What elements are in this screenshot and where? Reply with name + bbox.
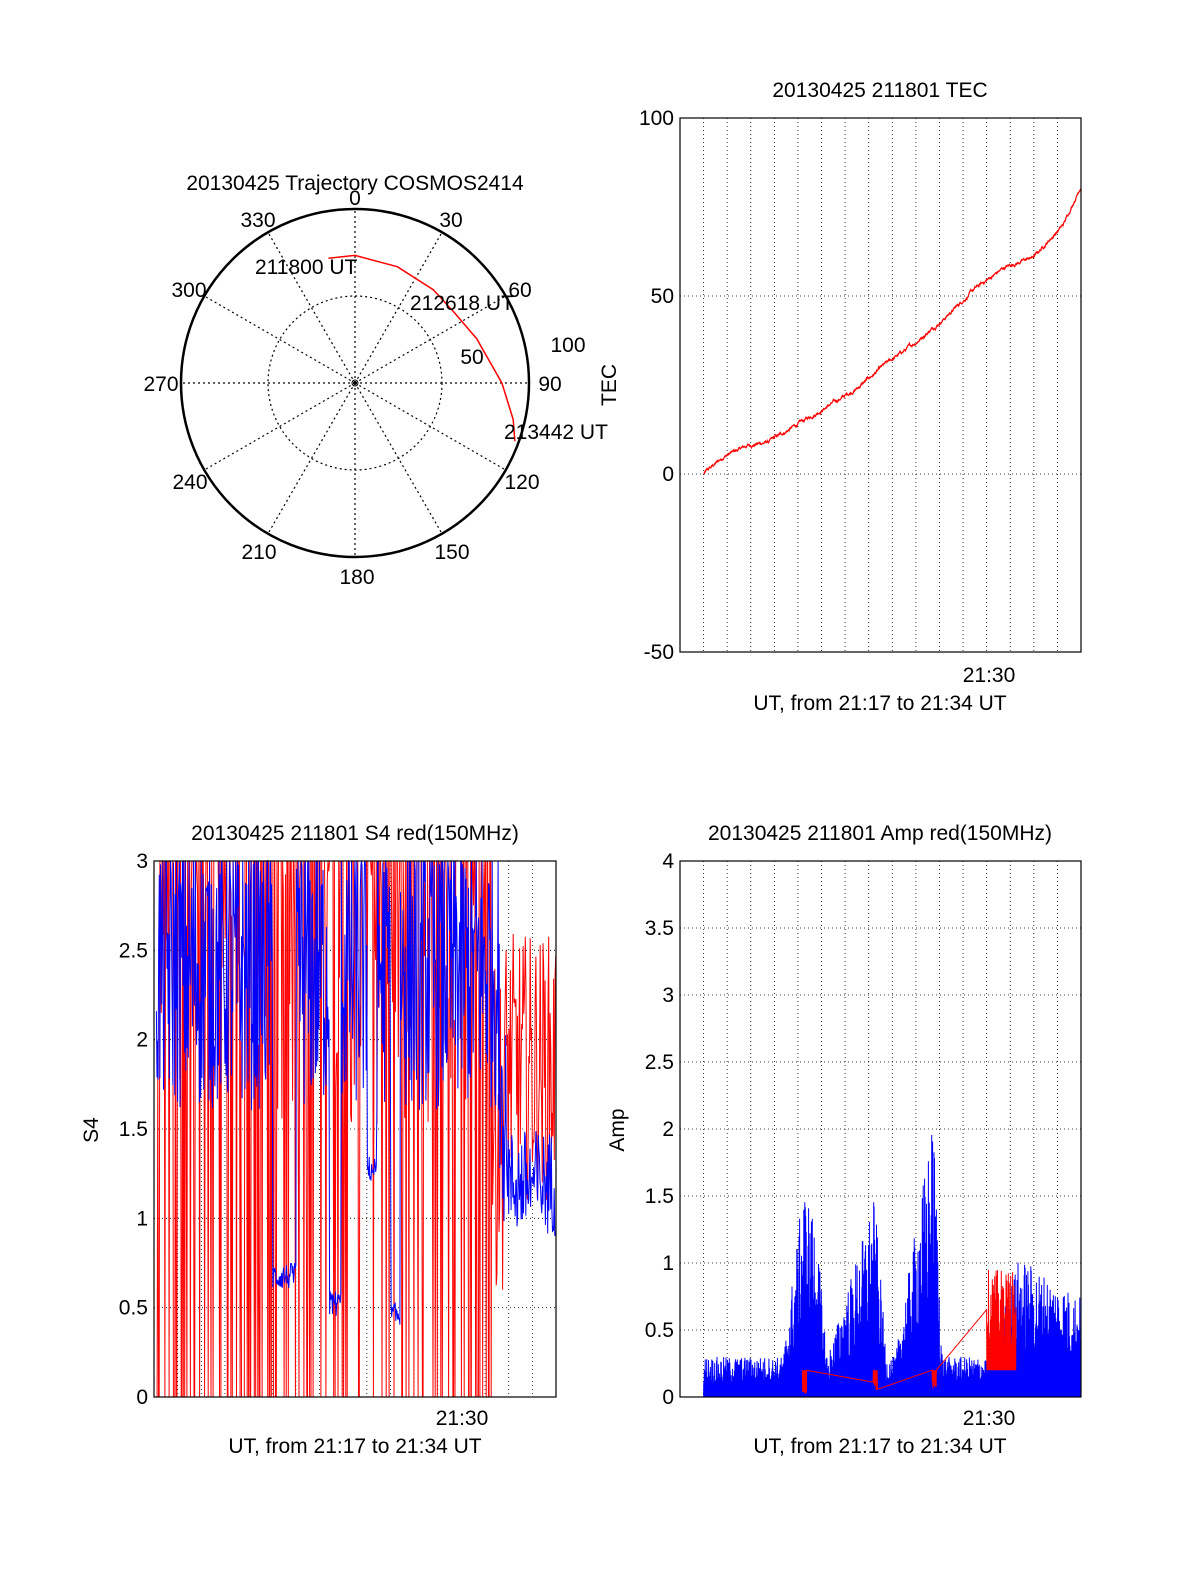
polar-angle-label: 300 — [171, 279, 206, 302]
polar-angle-labels: 0 30 60 90 120 150 180 210 240 270 300 330 — [143, 187, 561, 589]
tec-y-tick-label: -50 — [644, 641, 674, 664]
tec-title: 20130425 211801 TEC — [772, 79, 987, 102]
amp-chart: 20130425 211801 Amp red(150MHz) 0 0.5 1 1.5… — [606, 822, 1082, 1458]
s4-y-tick-label: 1 — [136, 1207, 148, 1230]
polar-spoke — [354, 295, 506, 384]
amp-y-tick-label: 3.5 — [645, 917, 674, 940]
amp-y-axis-label: Amp — [606, 1108, 629, 1151]
tec-series-line — [703, 188, 1082, 475]
trajectory-label-end: 213442 UT — [504, 421, 608, 444]
s4-blue-series — [155, 859, 557, 1325]
trajectory-label-mid: 212618 UT — [410, 292, 514, 315]
polar-angle-label: 270 — [143, 373, 178, 396]
tec-chart: 20130425 211801 TEC -50 0 50 100 21:30 UT, … — [639, 79, 1082, 715]
s4-y-tick-label: 0.5 — [119, 1297, 148, 1320]
tec-x-tick-label: 21:30 — [963, 664, 1016, 687]
polar-axis-label: TEC — [598, 364, 621, 406]
amp-y-tick-label: 3 — [662, 984, 674, 1007]
polar-chart: 20130425 Trajectory COSMOS2414 0 30 60 90 12… — [143, 172, 621, 589]
polar-title: 20130425 Trajectory COSMOS2414 — [186, 172, 524, 195]
tec-y-tick-labels: -50 0 50 100 — [639, 107, 674, 664]
polar-angle-label: 0 — [349, 187, 361, 210]
s4-title: 20130425 211801 S4 red(150MHz) — [191, 822, 519, 845]
polar-angle-label: 150 — [434, 541, 469, 564]
s4-y-tick-labels: 0 0.5 1 1.5 2 2.5 3 — [119, 850, 148, 1409]
amp-y-tick-label: 1.5 — [645, 1185, 674, 1208]
polar-angle-label: 210 — [241, 541, 276, 564]
polar-spoke — [204, 295, 356, 384]
amp-plot-frame — [679, 860, 1082, 1398]
amp-y-tick-label: 4 — [662, 850, 674, 873]
tec-y-tick-label: 50 — [651, 285, 674, 308]
s4-y-tick-label: 1.5 — [119, 1118, 148, 1141]
amp-y-tick-label: 0.5 — [645, 1319, 674, 1342]
s4-y-tick-label: 0 — [136, 1386, 148, 1409]
s4-x-axis-label: UT, from 21:17 to 21:34 UT — [228, 1435, 481, 1458]
amp-y-tick-label: 0 — [662, 1386, 674, 1409]
polar-spoke — [204, 382, 356, 471]
amp-y-tick-label: 1 — [662, 1252, 674, 1275]
amp-x-tick-label: 21:30 — [963, 1407, 1016, 1430]
polar-radius-label-100: 100 — [550, 334, 585, 357]
amp-red-series — [801, 1269, 1017, 1394]
amp-y-tick-labels: 0 0.5 1 1.5 2 2.5 3 3.5 4 — [645, 850, 675, 1409]
tec-plot-frame — [679, 117, 1082, 653]
polar-angle-label: 120 — [504, 471, 539, 494]
s4-chart: 20130425 211801 S4 red(150MHz) 0 0.5 1 1.5 2… — [80, 822, 557, 1458]
polar-center — [351, 379, 359, 387]
polar-spoke — [267, 232, 356, 384]
polar-spoke — [354, 382, 443, 534]
polar-angle-label: 90 — [538, 373, 561, 396]
amp-title: 20130425 211801 Amp red(150MHz) — [708, 822, 1052, 845]
tec-x-axis-label: UT, from 21:17 to 21:34 UT — [753, 692, 1006, 715]
s4-plot-frame — [153, 860, 557, 1398]
amp-y-tick-label: 2.5 — [645, 1051, 674, 1074]
s4-y-tick-label: 2.5 — [119, 939, 148, 962]
polar-spoke — [354, 232, 443, 384]
tec-y-tick-label: 100 — [639, 107, 674, 130]
polar-angle-label: 180 — [339, 566, 374, 589]
polar-spoke — [267, 382, 356, 534]
s4-y-axis-label: S4 — [80, 1117, 103, 1143]
polar-radius-label-50: 50 — [460, 346, 483, 369]
amp-grid — [680, 861, 1081, 1397]
polar-angle-label: 60 — [508, 279, 531, 302]
polar-angle-label: 30 — [439, 209, 462, 232]
s4-y-tick-label: 3 — [136, 850, 148, 873]
s4-y-tick-label: 2 — [136, 1029, 148, 1052]
polar-outer-circle — [179, 207, 531, 559]
tec-y-tick-label: 0 — [662, 463, 674, 486]
amp-y-tick-label: 2 — [662, 1118, 674, 1141]
tec-grid — [680, 118, 1081, 652]
polar-angle-label: 240 — [172, 471, 207, 494]
polar-spoke — [354, 382, 506, 471]
polar-angle-label: 330 — [240, 209, 275, 232]
trajectory-label-start: 211800 UT — [255, 256, 358, 279]
polar-grid — [181, 209, 529, 557]
amp-x-axis-label: UT, from 21:17 to 21:34 UT — [753, 1435, 1006, 1458]
trajectory-track — [328, 254, 516, 442]
s4-x-tick-label: 21:30 — [436, 1407, 489, 1430]
